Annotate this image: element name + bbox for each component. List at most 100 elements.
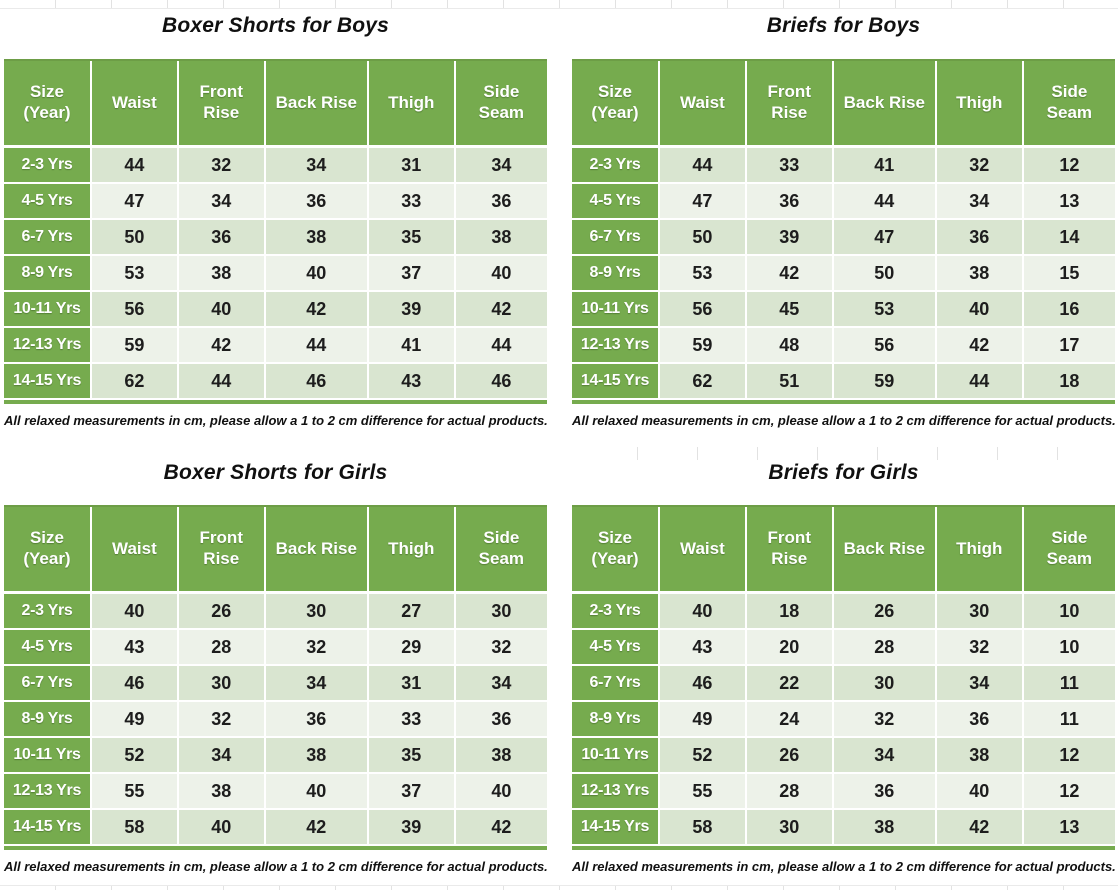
measure-column-header: Waist	[91, 61, 179, 148]
value-cell: 33	[746, 148, 834, 184]
value-cell: 39	[368, 810, 456, 846]
table-row: 2-3 Yrs 44 33 41 32 12	[572, 148, 1115, 184]
value-cell: 44	[659, 148, 747, 184]
value-cell: 11	[1023, 666, 1115, 702]
value-cell: 32	[833, 702, 937, 738]
value-cell: 34	[178, 184, 266, 220]
table-row: 14-15 Yrs 62 51 59 44 18	[572, 364, 1115, 400]
value-cell: 43	[368, 364, 456, 400]
value-cell: 50	[833, 256, 937, 292]
measure-column-header: Thigh	[936, 61, 1024, 148]
table-title: Boxer Shorts for Girls	[163, 461, 388, 484]
header-row: Size (Year) Waist Front Rise Back Rise Thigh…	[4, 61, 547, 148]
size-cell: 4-5 Yrs	[572, 630, 660, 666]
table-row: 12-13 Yrs 55 38 40 37 40	[4, 774, 547, 810]
table-row: 8-9 Yrs 53 38 40 37 40	[4, 256, 547, 292]
value-cell: 58	[659, 810, 747, 846]
table-row: 14-15 Yrs 58 40 42 39 42	[4, 810, 547, 846]
value-cell: 12	[1023, 738, 1115, 774]
value-cell: 36	[178, 220, 266, 256]
table-row: 2-3 Yrs 40 18 26 30 10	[572, 594, 1115, 630]
value-cell: 34	[936, 666, 1024, 702]
value-cell: 32	[178, 148, 266, 184]
value-cell: 26	[178, 594, 266, 630]
table-row: 10-11 Yrs 56 40 42 39 42	[4, 292, 547, 328]
size-cell: 2-3 Yrs	[572, 148, 660, 184]
value-cell: 15	[1023, 256, 1115, 292]
value-cell: 55	[91, 774, 179, 810]
size-cell: 6-7 Yrs	[572, 666, 660, 702]
value-cell: 62	[659, 364, 747, 400]
size-cell: 12-13 Yrs	[572, 328, 660, 364]
value-cell: 42	[936, 328, 1024, 364]
value-cell: 36	[746, 184, 834, 220]
measure-column-header: Side Seam	[1023, 507, 1115, 594]
table-row: 6-7 Yrs 46 30 34 31 34	[4, 666, 547, 702]
value-cell: 59	[833, 364, 937, 400]
measurement-footnote: All relaxed measurements in cm, please a…	[572, 859, 1116, 874]
size-table: Size (Year) Waist Front Rise Back Rise Thigh…	[4, 505, 547, 850]
value-cell: 46	[91, 666, 179, 702]
size-cell: 12-13 Yrs	[4, 774, 92, 810]
measure-column-header: Waist	[659, 507, 747, 594]
value-cell: 26	[746, 738, 834, 774]
value-cell: 12	[1023, 774, 1115, 810]
value-cell: 40	[178, 810, 266, 846]
value-cell: 47	[91, 184, 179, 220]
value-cell: 55	[659, 774, 747, 810]
header-row: Size (Year) Waist Front Rise Back Rise Thigh…	[572, 507, 1115, 594]
size-cell: 6-7 Yrs	[4, 220, 92, 256]
measure-column-header: Side Seam	[1023, 61, 1115, 148]
value-cell: 52	[659, 738, 747, 774]
size-cell: 2-3 Yrs	[4, 594, 92, 630]
size-cell: 14-15 Yrs	[4, 810, 92, 846]
value-cell: 38	[265, 220, 369, 256]
value-cell: 35	[368, 738, 456, 774]
value-cell: 34	[265, 148, 369, 184]
header-row: Size (Year) Waist Front Rise Back Rise Thigh…	[4, 507, 547, 594]
size-cell: 10-11 Yrs	[4, 738, 92, 774]
measure-column-header: Thigh	[368, 507, 456, 594]
size-cell: 4-5 Yrs	[4, 630, 92, 666]
value-cell: 26	[833, 594, 937, 630]
value-cell: 41	[368, 328, 456, 364]
table-row: 6-7 Yrs 46 22 30 34 11	[572, 666, 1115, 702]
value-cell: 38	[455, 738, 547, 774]
value-cell: 49	[91, 702, 179, 738]
value-cell: 53	[833, 292, 937, 328]
table-row: 6-7 Yrs 50 39 47 36 14	[572, 220, 1115, 256]
spreadsheet-gridlines-bottom	[0, 885, 1118, 890]
value-cell: 39	[368, 292, 456, 328]
size-table: Size (Year) Waist Front Rise Back Rise Thigh…	[4, 59, 547, 404]
value-cell: 40	[91, 594, 179, 630]
value-cell: 40	[936, 292, 1024, 328]
value-cell: 38	[265, 738, 369, 774]
table-row: 10-11 Yrs 52 34 38 35 38	[4, 738, 547, 774]
value-cell: 42	[455, 292, 547, 328]
size-year-column-header: Size (Year)	[4, 507, 92, 594]
measure-column-header: Back Rise	[833, 61, 937, 148]
value-cell: 36	[265, 702, 369, 738]
value-cell: 30	[455, 594, 547, 630]
measure-column-header: Front Rise	[178, 507, 266, 594]
value-cell: 16	[1023, 292, 1115, 328]
size-cell: 12-13 Yrs	[572, 774, 660, 810]
size-cell: 14-15 Yrs	[572, 810, 660, 846]
measure-column-header: Waist	[91, 507, 179, 594]
table-row: 12-13 Yrs 55 28 36 40 12	[572, 774, 1115, 810]
value-cell: 34	[455, 666, 547, 702]
value-cell: 32	[265, 630, 369, 666]
value-cell: 24	[746, 702, 834, 738]
size-chart-boxer-shorts-boys: Boxer Shorts for Boys Size (Year) Waist Fr…	[0, 0, 559, 445]
value-cell: 44	[455, 328, 547, 364]
table-row: 4-5 Yrs 47 34 36 33 36	[4, 184, 547, 220]
size-year-column-header: Size (Year)	[4, 61, 92, 148]
value-cell: 36	[265, 184, 369, 220]
value-cell: 38	[936, 256, 1024, 292]
value-cell: 41	[833, 148, 937, 184]
value-cell: 13	[1023, 184, 1115, 220]
table-row: 2-3 Yrs 44 32 34 31 34	[4, 148, 547, 184]
value-cell: 34	[265, 666, 369, 702]
size-cell: 10-11 Yrs	[4, 292, 92, 328]
